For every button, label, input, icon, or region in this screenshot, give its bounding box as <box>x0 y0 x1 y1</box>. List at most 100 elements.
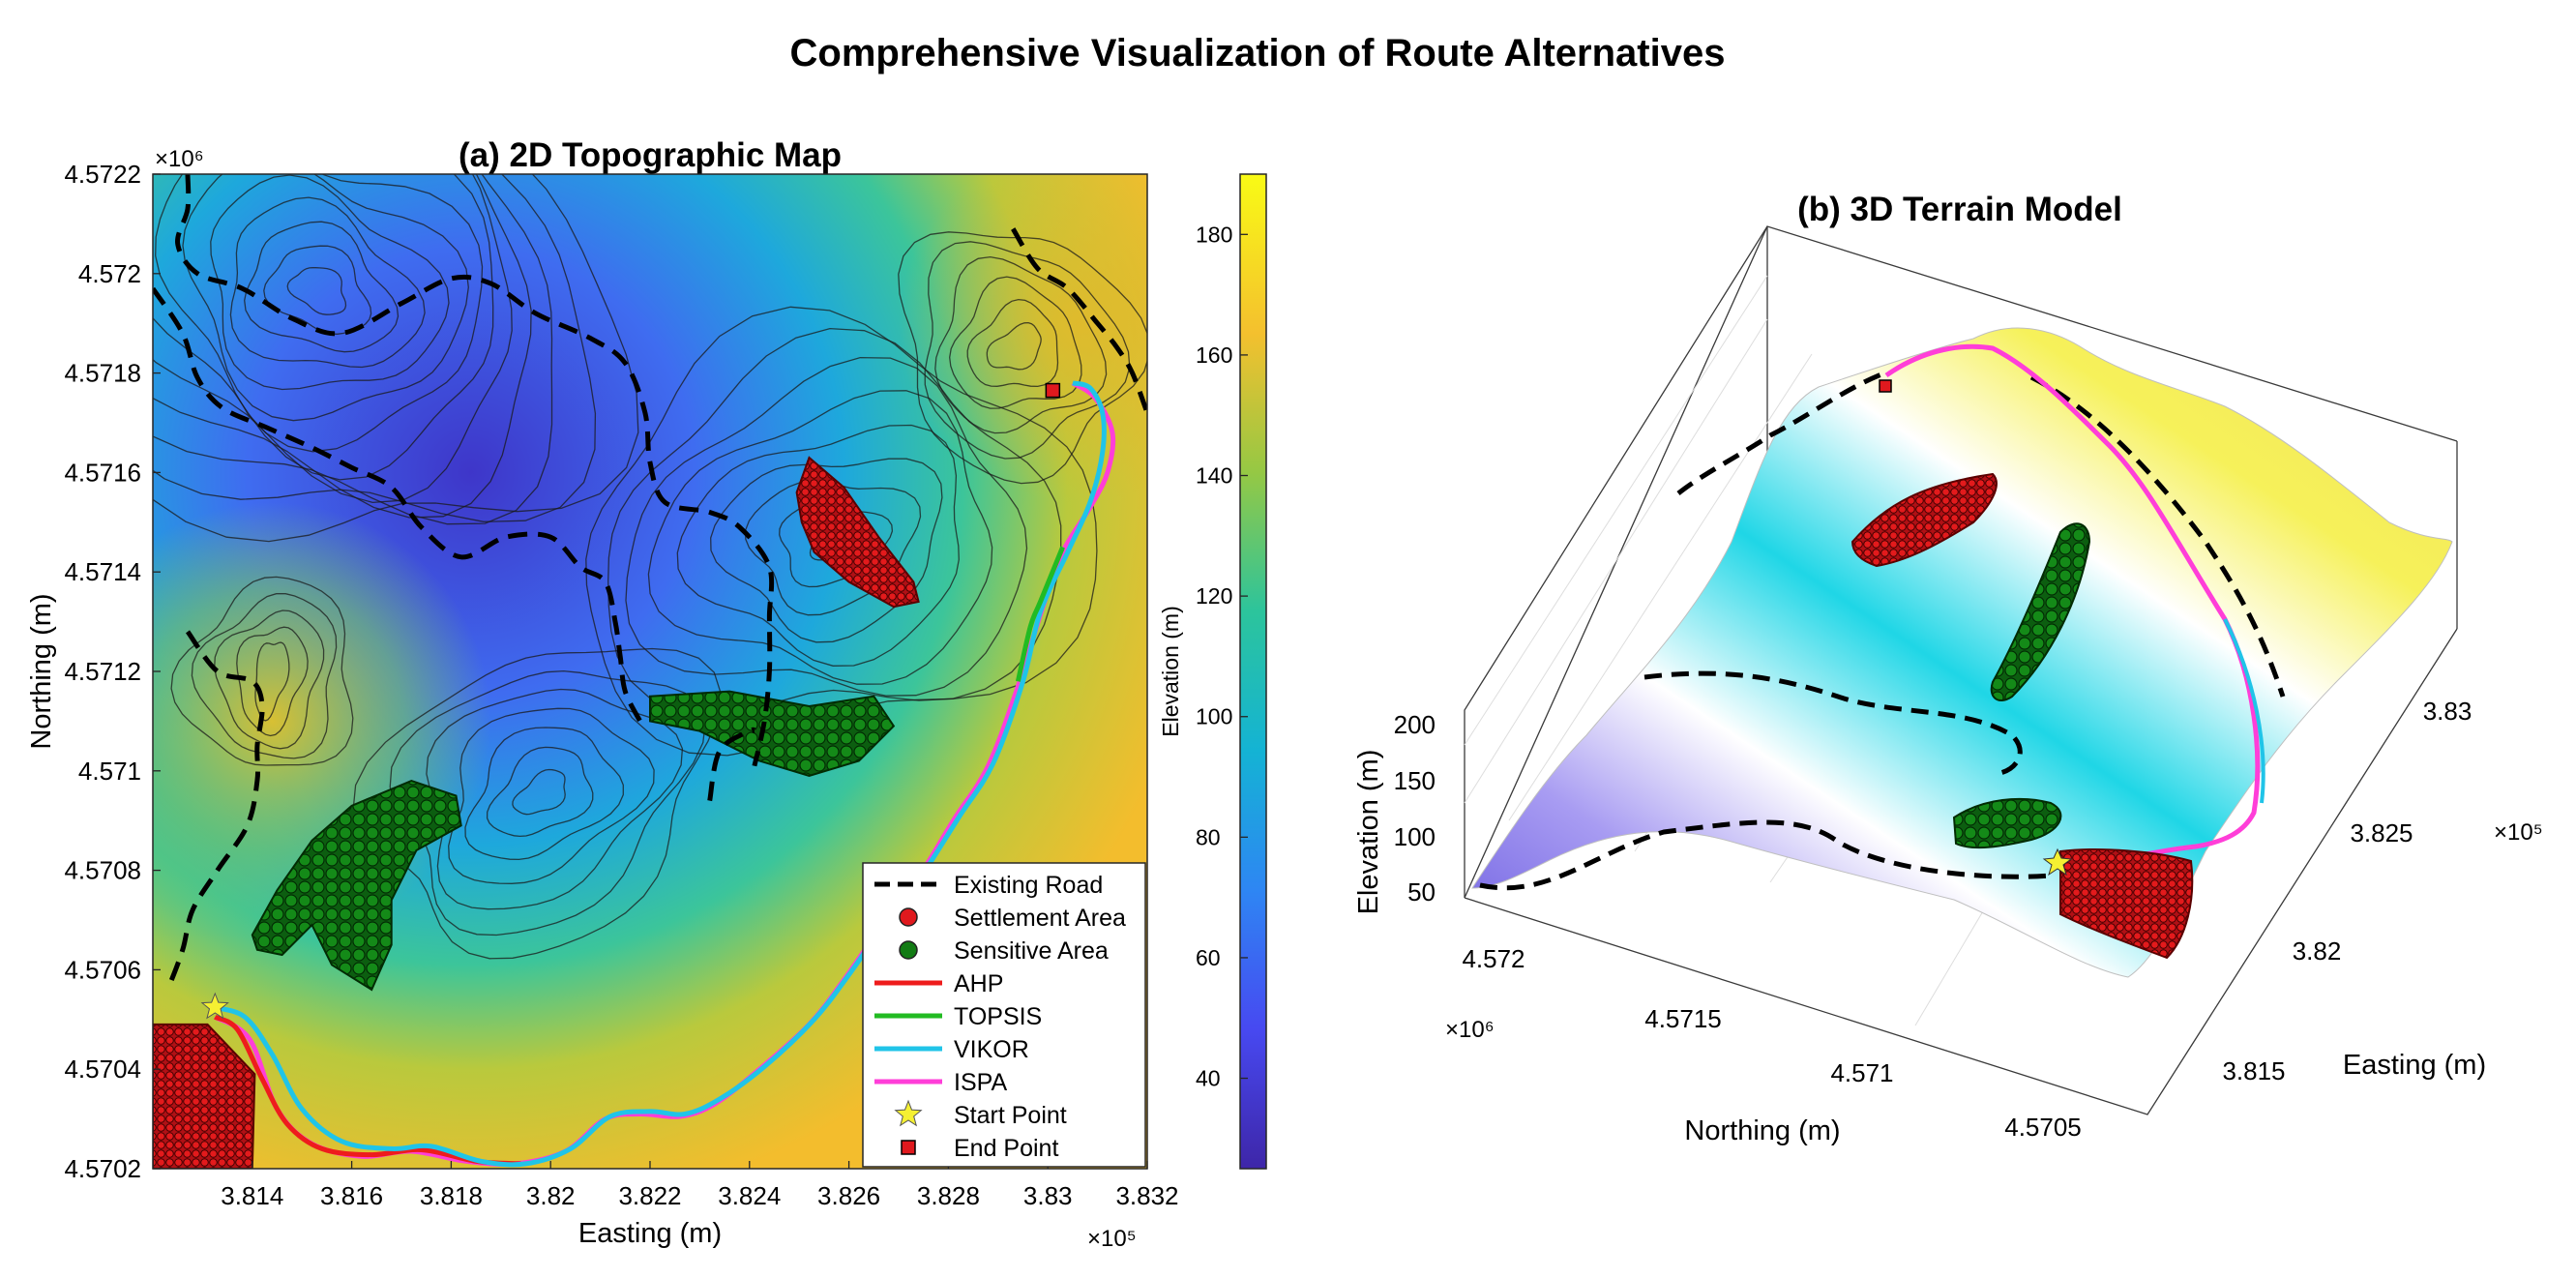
legend-label-settlement-area: Settlement Area <box>954 905 1126 932</box>
existing-road <box>153 286 642 723</box>
contour-line <box>676 424 960 667</box>
map-x-axis-label: Easting (m) <box>578 1218 722 1249</box>
start-point-marker <box>200 992 229 1020</box>
settlement-area <box>153 1023 256 1169</box>
route-topsis <box>1015 546 1065 682</box>
legend-swatch-sensitive-area <box>899 940 918 960</box>
contour-line <box>182 174 469 422</box>
map-x-tick-label: 3.822 <box>618 1181 681 1210</box>
map-x-tick-label: 3.818 <box>420 1181 483 1210</box>
legend-label-ispa: ISPA <box>954 1069 1007 1096</box>
colorbar-tick-label: 40 <box>1196 1066 1221 1091</box>
map-axes: 3.814 3.816 3.818 3.82 3.822 3.824 3.826 3.828 3… <box>64 160 1178 1210</box>
existing-road <box>1011 227 1147 414</box>
contour-line <box>170 576 354 766</box>
map-x-tick-label: 3.824 <box>718 1181 781 1210</box>
contour-line <box>464 727 624 861</box>
terrain-x-multiplier: ×10⁵ <box>2494 819 2543 846</box>
elevation-colorbar: 40 60 80 100 120 140 160 180 <box>1196 173 1267 1170</box>
terrain-road-lower <box>1479 819 2052 891</box>
map-legend: Existing Road Settlement Area Sensitive Ar… <box>862 862 1146 1168</box>
colorbar-tick-label: 160 <box>1196 342 1232 368</box>
contour-line <box>966 298 1059 388</box>
contour-line <box>153 174 553 525</box>
legend-label-end-point: End Point <box>954 1135 1058 1162</box>
contour-line <box>934 255 1108 434</box>
colorbar-tick-label: 120 <box>1196 583 1232 609</box>
map-y-tick-label: 4.571 <box>78 757 141 786</box>
legend-label-vikor: VIKOR <box>954 1036 1029 1063</box>
map-y-tick-label: 4.5706 <box>64 955 141 984</box>
legend-label-existing-road: Existing Road <box>954 872 1103 899</box>
terrain-x-tick-label: 3.83 <box>2423 697 2472 726</box>
map-y-tick-label: 4.5722 <box>64 160 141 189</box>
contour-line <box>352 647 722 960</box>
sensitive-area <box>649 690 896 777</box>
colorbar-tick-label: 100 <box>1196 704 1232 729</box>
existing-road <box>707 727 757 802</box>
contour-line <box>389 669 706 936</box>
colorbar-label: Elevation (m) <box>1158 606 1183 736</box>
map-y-tick-label: 4.5702 <box>64 1154 141 1183</box>
contour-line <box>898 231 1147 485</box>
topographic-map-panel: (a) 2D Topographic Map 3.814 3.816 3.818 3.… <box>26 136 1267 1252</box>
legend-label-start-point: Start Point <box>954 1102 1067 1129</box>
map-plot-area <box>153 174 1147 1169</box>
map-x-tick-label: 3.83 <box>1023 1181 1073 1210</box>
terrain-start-point <box>2042 847 2073 877</box>
map-x-tick-label: 3.826 <box>817 1181 880 1210</box>
map-x-tick-label: 3.814 <box>221 1181 283 1210</box>
contour-line <box>986 321 1042 371</box>
terrain-y-tick-label: 4.572 <box>1462 944 1525 973</box>
contour-line <box>210 174 450 391</box>
existing-road <box>175 174 775 767</box>
terrain-3d-box <box>1464 225 2458 1115</box>
map-title: (a) 2D Topographic Map <box>459 136 842 174</box>
terrain-y-multiplier: ×10⁶ <box>1445 1017 1495 1043</box>
contour-line <box>426 688 684 910</box>
terrain-road-ridge <box>2029 374 2286 698</box>
contour-line <box>647 390 993 685</box>
end-point-marker <box>1045 382 1061 399</box>
terrain-settlement-lower <box>2059 848 2194 960</box>
colorbar-tick-label: 180 <box>1196 222 1232 247</box>
terrain-z-tick-label: 50 <box>1407 877 1436 906</box>
contour-lines <box>153 174 1147 960</box>
contour-line <box>486 746 594 838</box>
figure-title: Comprehensive Visualization of Route Alt… <box>790 32 1726 74</box>
terrain-route-vikor <box>2223 618 2265 804</box>
map-x-tick-label: 3.828 <box>917 1181 980 1210</box>
contour-line <box>949 276 1082 409</box>
terrain-x-tick-label: 3.82 <box>2293 936 2342 966</box>
contour-line <box>236 626 309 737</box>
map-y-axis-label: Northing (m) <box>26 593 57 749</box>
contour-line <box>254 641 290 722</box>
terrain-y-axis-label: Northing (m) <box>1684 1115 1840 1146</box>
terrain-axes: 50 100 150 200 4.5705 4.571 4.5715 4.572 3.815 3.… <box>1394 697 2472 1142</box>
map-x-multiplier: ×10⁵ <box>1087 1226 1137 1252</box>
contour-line <box>153 174 597 522</box>
terrain-z-tick-label: 150 <box>1394 766 1436 795</box>
legend-swatch-start-point <box>894 1099 923 1127</box>
map-x-tick-label: 3.82 <box>526 1181 576 1210</box>
contour-line <box>191 593 338 759</box>
existing-road <box>165 630 265 991</box>
contour-line <box>607 327 1062 715</box>
contour-line <box>512 768 566 816</box>
terrain-sensitive-lower <box>1952 797 2062 849</box>
route-vikor <box>211 380 1107 1168</box>
legend-label-sensitive-area: Sensitive Area <box>954 937 1109 965</box>
legend-swatch-settlement-area <box>899 907 918 927</box>
contour-line <box>244 221 400 353</box>
colorbar-tick-label: 140 <box>1196 463 1232 489</box>
legend-label-ahp: AHP <box>954 970 1003 997</box>
terrain-settlement-upper <box>1851 472 1998 568</box>
contour-line <box>448 707 655 884</box>
map-y-tick-label: 4.572 <box>78 259 141 288</box>
map-y-tick-label: 4.5718 <box>64 359 141 388</box>
legend-label-topsis: TOPSIS <box>954 1003 1042 1030</box>
contour-line <box>286 267 347 315</box>
contour-line <box>153 174 494 481</box>
terrain-title: (b) 3D Terrain Model <box>1797 191 2122 228</box>
